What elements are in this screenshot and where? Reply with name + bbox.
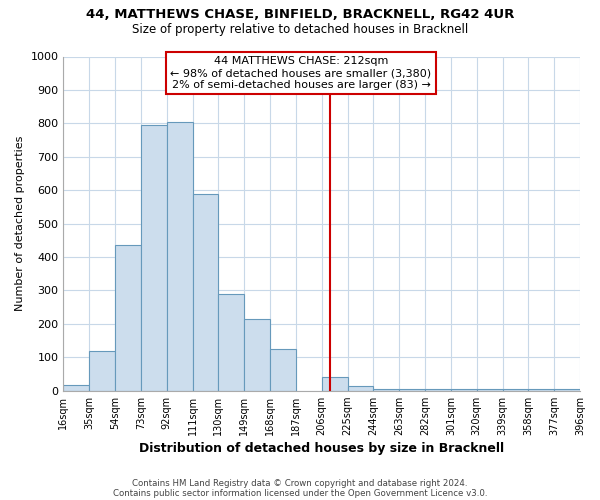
Text: Contains public sector information licensed under the Open Government Licence v3: Contains public sector information licen… [113,488,487,498]
Bar [193,194,218,390]
Bar [399,389,425,390]
Y-axis label: Number of detached properties: Number of detached properties [15,136,25,312]
X-axis label: Distribution of detached houses by size in Bracknell: Distribution of detached houses by size … [139,442,504,455]
Bar [167,122,193,390]
Bar [503,389,529,390]
Bar [476,389,503,390]
Bar [373,389,399,390]
Bar [218,294,244,390]
Bar [244,319,270,390]
Bar [347,386,373,390]
Bar [64,384,89,390]
Text: Size of property relative to detached houses in Bracknell: Size of property relative to detached ho… [132,22,468,36]
Bar [451,389,476,390]
Text: 44 MATTHEWS CHASE: 212sqm
← 98% of detached houses are smaller (3,380)
2% of sem: 44 MATTHEWS CHASE: 212sqm ← 98% of detac… [170,56,431,90]
Bar [554,389,580,390]
Bar [270,349,296,391]
Bar [425,389,451,390]
Text: Contains HM Land Registry data © Crown copyright and database right 2024.: Contains HM Land Registry data © Crown c… [132,478,468,488]
Bar [529,389,554,390]
Text: 44, MATTHEWS CHASE, BINFIELD, BRACKNELL, RG42 4UR: 44, MATTHEWS CHASE, BINFIELD, BRACKNELL,… [86,8,514,20]
Bar [322,378,347,390]
Bar [89,350,115,391]
Bar [115,246,141,390]
Bar [141,125,167,390]
